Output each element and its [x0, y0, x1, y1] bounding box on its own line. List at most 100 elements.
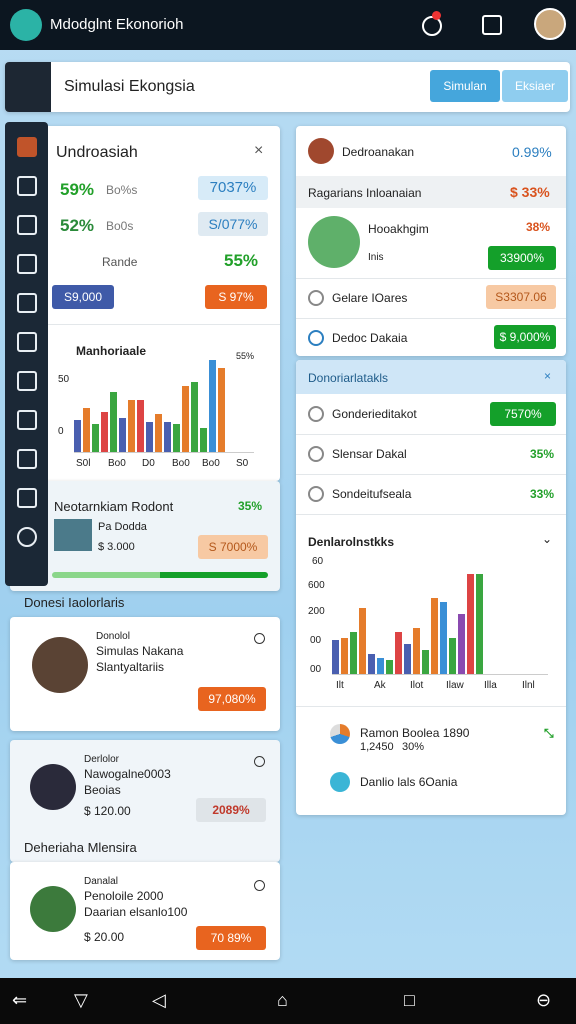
shape: [308, 486, 324, 502]
shape: [330, 772, 350, 792]
shape: □: [404, 990, 415, 1010]
name-text: Penoloile 2000: [84, 889, 164, 903]
shape: [330, 724, 350, 744]
shape: [10, 9, 42, 41]
shape: [10, 324, 280, 325]
rows-text: 7037%: [198, 176, 268, 200]
rows-text: 59%: [60, 180, 95, 199]
rows-text: Bo%s: [106, 183, 138, 197]
shape: [296, 278, 566, 279]
shape: [296, 514, 566, 515]
decor-bar: [92, 424, 99, 452]
card: Donolol Simulas Nakana Slantyaltariis 97…: [10, 617, 280, 731]
card: Undroasiah × 59% Bo%s 7037% 52% Bo0s S/0…: [10, 126, 280, 481]
legend-text: Danlio lals 6Oania: [360, 775, 458, 789]
decor-bar: [341, 638, 348, 674]
title-text: Neotarnkiam Rodont: [54, 499, 174, 514]
shape: ⌂: [277, 990, 288, 1010]
decor-bar: [359, 608, 366, 674]
shape: [308, 290, 324, 306]
decor-bar: [413, 628, 420, 674]
decor-bar: [16, 137, 37, 157]
shape: [296, 318, 566, 319]
price-text: $ 120.00: [84, 804, 131, 818]
shape: ⇐ ▽ ◁ ⌂ □ ⊖: [0, 978, 576, 1024]
buttons-text[interactable]: S9,000: [52, 285, 114, 309]
shape: [52, 572, 268, 578]
card: Dedroanakan 0.99% Ragarians Inloanaian $…: [296, 126, 566, 356]
x-labels-text: Bo0: [108, 458, 126, 469]
rows-text: 52%: [60, 216, 95, 235]
section2-text: Deheriaha Mlensira: [24, 840, 137, 855]
decor-bar: [16, 254, 37, 274]
rows-text: 33%: [530, 487, 555, 501]
rows-text[interactable]: $ 9,000%: [494, 325, 556, 349]
app-title-text: Mdodglnt Ekonorioh: [50, 16, 184, 33]
rows-text: Bo0s: [106, 219, 134, 233]
buttons-text[interactable]: S 97%: [205, 285, 267, 309]
legend-text: 1,2450: [360, 741, 394, 753]
decor-bar: [200, 428, 207, 452]
y-labels-text: 50: [58, 374, 70, 385]
value-text: 35%: [238, 499, 263, 513]
button-text[interactable]: 33900%: [488, 246, 556, 270]
chart-title-text: Denlarolnstkks: [308, 535, 395, 549]
sub-value-text: $ 33%: [510, 184, 550, 200]
decor-bar: [332, 640, 339, 674]
value-text: 38%: [526, 220, 551, 234]
title-text: Donoriarlatakls: [308, 371, 389, 385]
decor-bar: [101, 412, 108, 452]
shape: ⌄: [542, 532, 553, 546]
x-labels-text: Ak: [374, 680, 386, 691]
shape: [308, 446, 324, 462]
shape: [482, 15, 502, 35]
decor-bar: [128, 400, 135, 452]
legend-text: Ramon Boolea 1890: [360, 726, 470, 740]
shape: [332, 570, 548, 675]
shape: [5, 122, 48, 586]
decor-bar: [449, 638, 456, 674]
shape: [32, 637, 88, 693]
decor-bar: [137, 400, 144, 452]
legend-text: 30%: [402, 741, 425, 753]
decor-bar: [16, 371, 37, 391]
x-labels-text: Illa: [484, 680, 497, 691]
decor-bar: [476, 574, 483, 674]
title-text: Manhoriaale: [76, 344, 147, 358]
decor-bar: [440, 602, 447, 674]
rows-text: Gelare IOares: [332, 291, 408, 305]
shape: [296, 434, 566, 435]
decor-bar: [209, 360, 216, 452]
title-text: Undroasiah: [56, 144, 138, 161]
rows-text[interactable]: 7570%: [490, 402, 556, 426]
shape: [534, 8, 566, 40]
button-text[interactable]: 97,080%: [198, 687, 266, 711]
y-labels-text: 00: [310, 635, 322, 646]
card: Simulasi Ekongsia Simulan Eksiaer: [5, 62, 570, 112]
shape: [308, 330, 324, 346]
decor-bar: [16, 410, 37, 430]
section1-text: Donesi Iaolorlaris: [24, 595, 125, 610]
top-label-text: 55%: [236, 351, 255, 361]
x-labels-text: Bo0: [172, 458, 190, 469]
decor-bar: [386, 660, 393, 674]
card: Neotarnkiam Rodont 35% Pa Dodda $ 3.000 …: [10, 481, 280, 591]
name-text: Hooakhgim: [368, 222, 429, 236]
x-labels-text: D0: [142, 458, 155, 469]
shape: [30, 764, 76, 810]
decor-bar: [350, 632, 357, 674]
x-labels-text: Ilot: [410, 680, 424, 691]
buttons-text[interactable]: Simulan: [430, 70, 500, 102]
button-text[interactable]: 70 89%: [196, 926, 266, 950]
decor-bar: [83, 408, 90, 452]
shape: [254, 880, 265, 891]
decor-bar: [16, 488, 37, 508]
rows-text: S3307.06: [486, 285, 556, 309]
x-labels-text: S0: [236, 458, 249, 469]
buttons-text[interactable]: Eksiaer: [502, 70, 568, 102]
shape: [296, 176, 566, 208]
shape: ⊖: [536, 990, 552, 1010]
tag-text: Danalal: [84, 876, 118, 887]
decor-bar: [16, 332, 37, 352]
